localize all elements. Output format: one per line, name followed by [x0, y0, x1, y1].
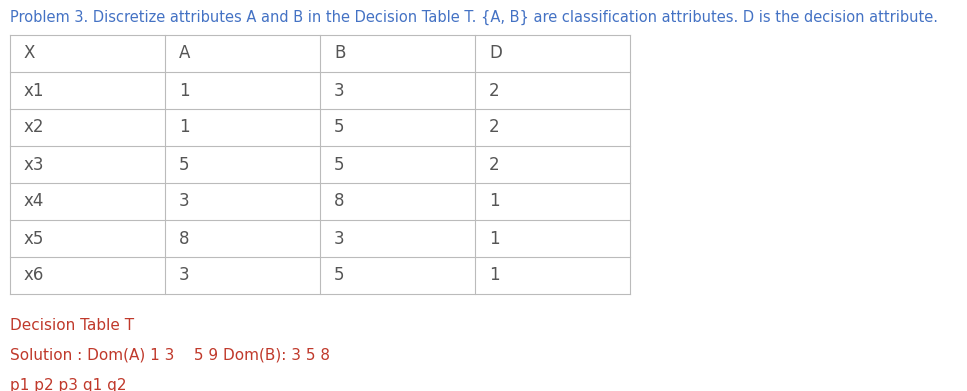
Text: A: A	[179, 45, 190, 63]
Text: 5: 5	[179, 156, 190, 174]
Text: 8: 8	[179, 230, 190, 248]
Text: 3: 3	[334, 230, 344, 248]
Text: x1: x1	[24, 81, 44, 99]
Text: 1: 1	[179, 81, 190, 99]
Text: D: D	[489, 45, 502, 63]
Text: 5: 5	[334, 118, 344, 136]
Text: x5: x5	[24, 230, 44, 248]
Text: B: B	[334, 45, 345, 63]
Text: 2: 2	[489, 156, 500, 174]
Text: x3: x3	[24, 156, 44, 174]
Text: 8: 8	[334, 192, 344, 210]
Text: Solution : Dom(A) 1 3    5 9 Dom(B): 3 5 8: Solution : Dom(A) 1 3 5 9 Dom(B): 3 5 8	[10, 348, 330, 363]
Text: 1: 1	[489, 230, 500, 248]
Text: 1: 1	[489, 267, 500, 285]
Text: X: X	[24, 45, 36, 63]
Text: 2: 2	[489, 118, 500, 136]
Text: 5: 5	[334, 156, 344, 174]
Text: 3: 3	[179, 192, 190, 210]
Text: 1: 1	[489, 192, 500, 210]
Text: p1 p2 p3 q1 q2: p1 p2 p3 q1 q2	[10, 378, 127, 391]
Text: Problem 3. Discretize attributes A and B in the Decision Table T. {A, B} are cla: Problem 3. Discretize attributes A and B…	[10, 10, 938, 25]
Text: x4: x4	[24, 192, 44, 210]
Text: 3: 3	[179, 267, 190, 285]
Text: 3: 3	[334, 81, 344, 99]
Text: Decision Table T: Decision Table T	[10, 318, 134, 333]
Text: x6: x6	[24, 267, 44, 285]
Text: 5: 5	[334, 267, 344, 285]
Text: 2: 2	[489, 81, 500, 99]
Text: x2: x2	[24, 118, 44, 136]
Text: 1: 1	[179, 118, 190, 136]
